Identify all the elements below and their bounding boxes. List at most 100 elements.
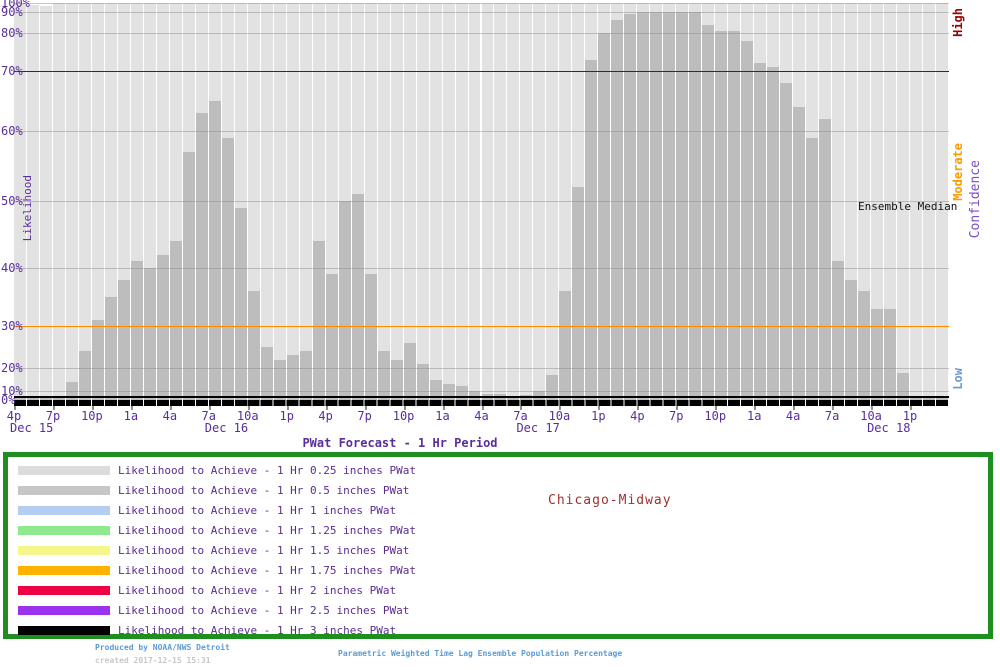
x-minor-tick [91,406,94,410]
bar-pwat-025 [910,3,923,400]
x-tick-label: 1p [591,409,606,423]
bar-pwat-05 [130,261,143,400]
bar-pwat-025 [78,3,91,400]
bar-pwat-05 [858,291,871,400]
bar-pwat-025 [273,3,286,400]
bar-pwat-05 [715,30,728,400]
x-tick-label: 4a [474,409,489,423]
x-minor-tick [676,406,679,410]
bar-pwat-05 [507,396,520,400]
legend-row: Likelihood to Achieve - 1 Hr 2.5 inches … [8,603,988,621]
bar-pwat-05 [806,138,819,400]
footer-product-description: Parametric Weighted Time Lag Ensemble Po… [338,649,623,658]
bar-pwat-05 [390,359,403,400]
x-minor-tick [52,406,55,410]
legend-label: Likelihood to Achieve - 1 Hr 1.5 inches … [118,544,410,557]
legend-label: Likelihood to Achieve - 1 Hr 3 inches PW… [118,624,397,637]
bar-pwat-025 [91,3,104,400]
x-minor-tick [481,406,484,410]
confidence-band-high: High [951,8,965,37]
x-minor-tick [247,406,250,410]
y-tick-label: 10% [1,384,23,398]
bar-pwat-05 [117,279,130,400]
bar-pwat-025 [923,3,935,400]
y-tick-label: 0% [1,393,16,407]
bar-pwat-05 [676,12,689,400]
bar-pwat-025 [52,3,65,400]
x-minor-tick [208,406,211,410]
gridline-80pct [14,33,949,34]
bar-pwat-05 [182,152,195,400]
legend-row: Likelihood to Achieve - 1 Hr 1.75 inches… [8,563,988,581]
x-minor-tick [832,406,835,410]
bar-pwat-05 [91,320,104,400]
bar-pwat-05 [598,33,611,400]
x-axis-band [14,400,949,406]
y-tick-label: 30% [1,319,23,333]
x-minor-tick [715,406,718,410]
y-tick-label: 60% [1,124,23,138]
x-tick-label: 1p [279,409,294,423]
x-tick-label: 4p [6,409,22,423]
bar-pwat-025 [884,3,897,400]
x-minor-tick [403,406,406,410]
x-date-label: Dec 17 [516,421,560,435]
gridline-10pct [14,391,949,392]
y-tick-label: 20% [1,361,23,375]
x-tick-label: 7a [201,409,217,423]
footer-created-timestamp: created 2017-12-15 15:31 [95,656,211,665]
bar-pwat-025 [897,3,910,400]
x-tick-label: 10p [392,409,415,423]
bar-pwat-05 [585,59,598,400]
bar-pwat-025 [234,3,247,400]
legend-label: Likelihood to Achieve - 1 Hr 1.75 inches… [118,564,417,577]
bar-pwat-025 [143,3,156,400]
x-date-label: Dec 18 [867,421,911,435]
y-tick-label: 80% [1,26,23,40]
bar-pwat-05 [325,273,338,400]
y-tick-label: 70% [1,64,23,78]
bar-pwat-025 [481,3,494,400]
bar-pwat-025 [117,3,130,400]
bar-pwat-025 [14,3,26,400]
bar-pwat-05 [364,273,377,400]
x-tick-label: 4p [630,409,645,423]
gridline-90pct [14,12,949,13]
x-tick-label: 7p [669,409,684,423]
bar-pwat-05 [611,20,624,400]
legend-label: Likelihood to Achieve - 1 Hr 1.25 inches… [118,524,417,537]
legend-row: Likelihood to Achieve - 1 Hr 0.5 inches … [8,483,988,501]
bar-pwat-05 [533,391,546,400]
x-minor-tick [598,406,601,410]
bar-pwat-05 [897,372,910,400]
bar-pwat-05 [559,291,572,400]
bar-pwat-025 [468,3,481,400]
ensemble-median-line [14,396,949,398]
bar-pwat-05 [338,201,351,400]
x-minor-tick [286,406,289,410]
bar-pwat-05 [312,241,325,400]
bar-pwat-05 [793,107,806,400]
gridline-40pct [14,268,949,269]
gridline-60pct [14,131,949,132]
y-tick-label: 50% [1,194,23,208]
bar-pwat-05 [65,381,78,400]
station-name: Chicago-Midway [548,493,672,508]
legend-swatch-3 [18,506,110,515]
x-minor-tick [793,406,796,410]
legend-label: Likelihood to Achieve - 1 Hr 0.25 inches… [118,464,417,477]
x-minor-tick [559,406,562,410]
bar-pwat-025 [325,3,338,400]
bar-pwat-05 [156,254,169,400]
legend-row: Likelihood to Achieve - 1 Hr 1.25 inches… [8,523,988,541]
x-date-label: Dec 15 [10,421,54,435]
legend-swatch-6 [18,566,110,575]
bar-pwat-025 [416,3,429,400]
bar-pwat-025 [377,3,390,400]
x-minor-tick [871,406,874,410]
bar-pwat-05 [442,384,455,400]
bar-pwat-05 [234,207,247,400]
x-minor-tick [637,406,640,410]
x-tick-label: 10a [236,409,259,423]
